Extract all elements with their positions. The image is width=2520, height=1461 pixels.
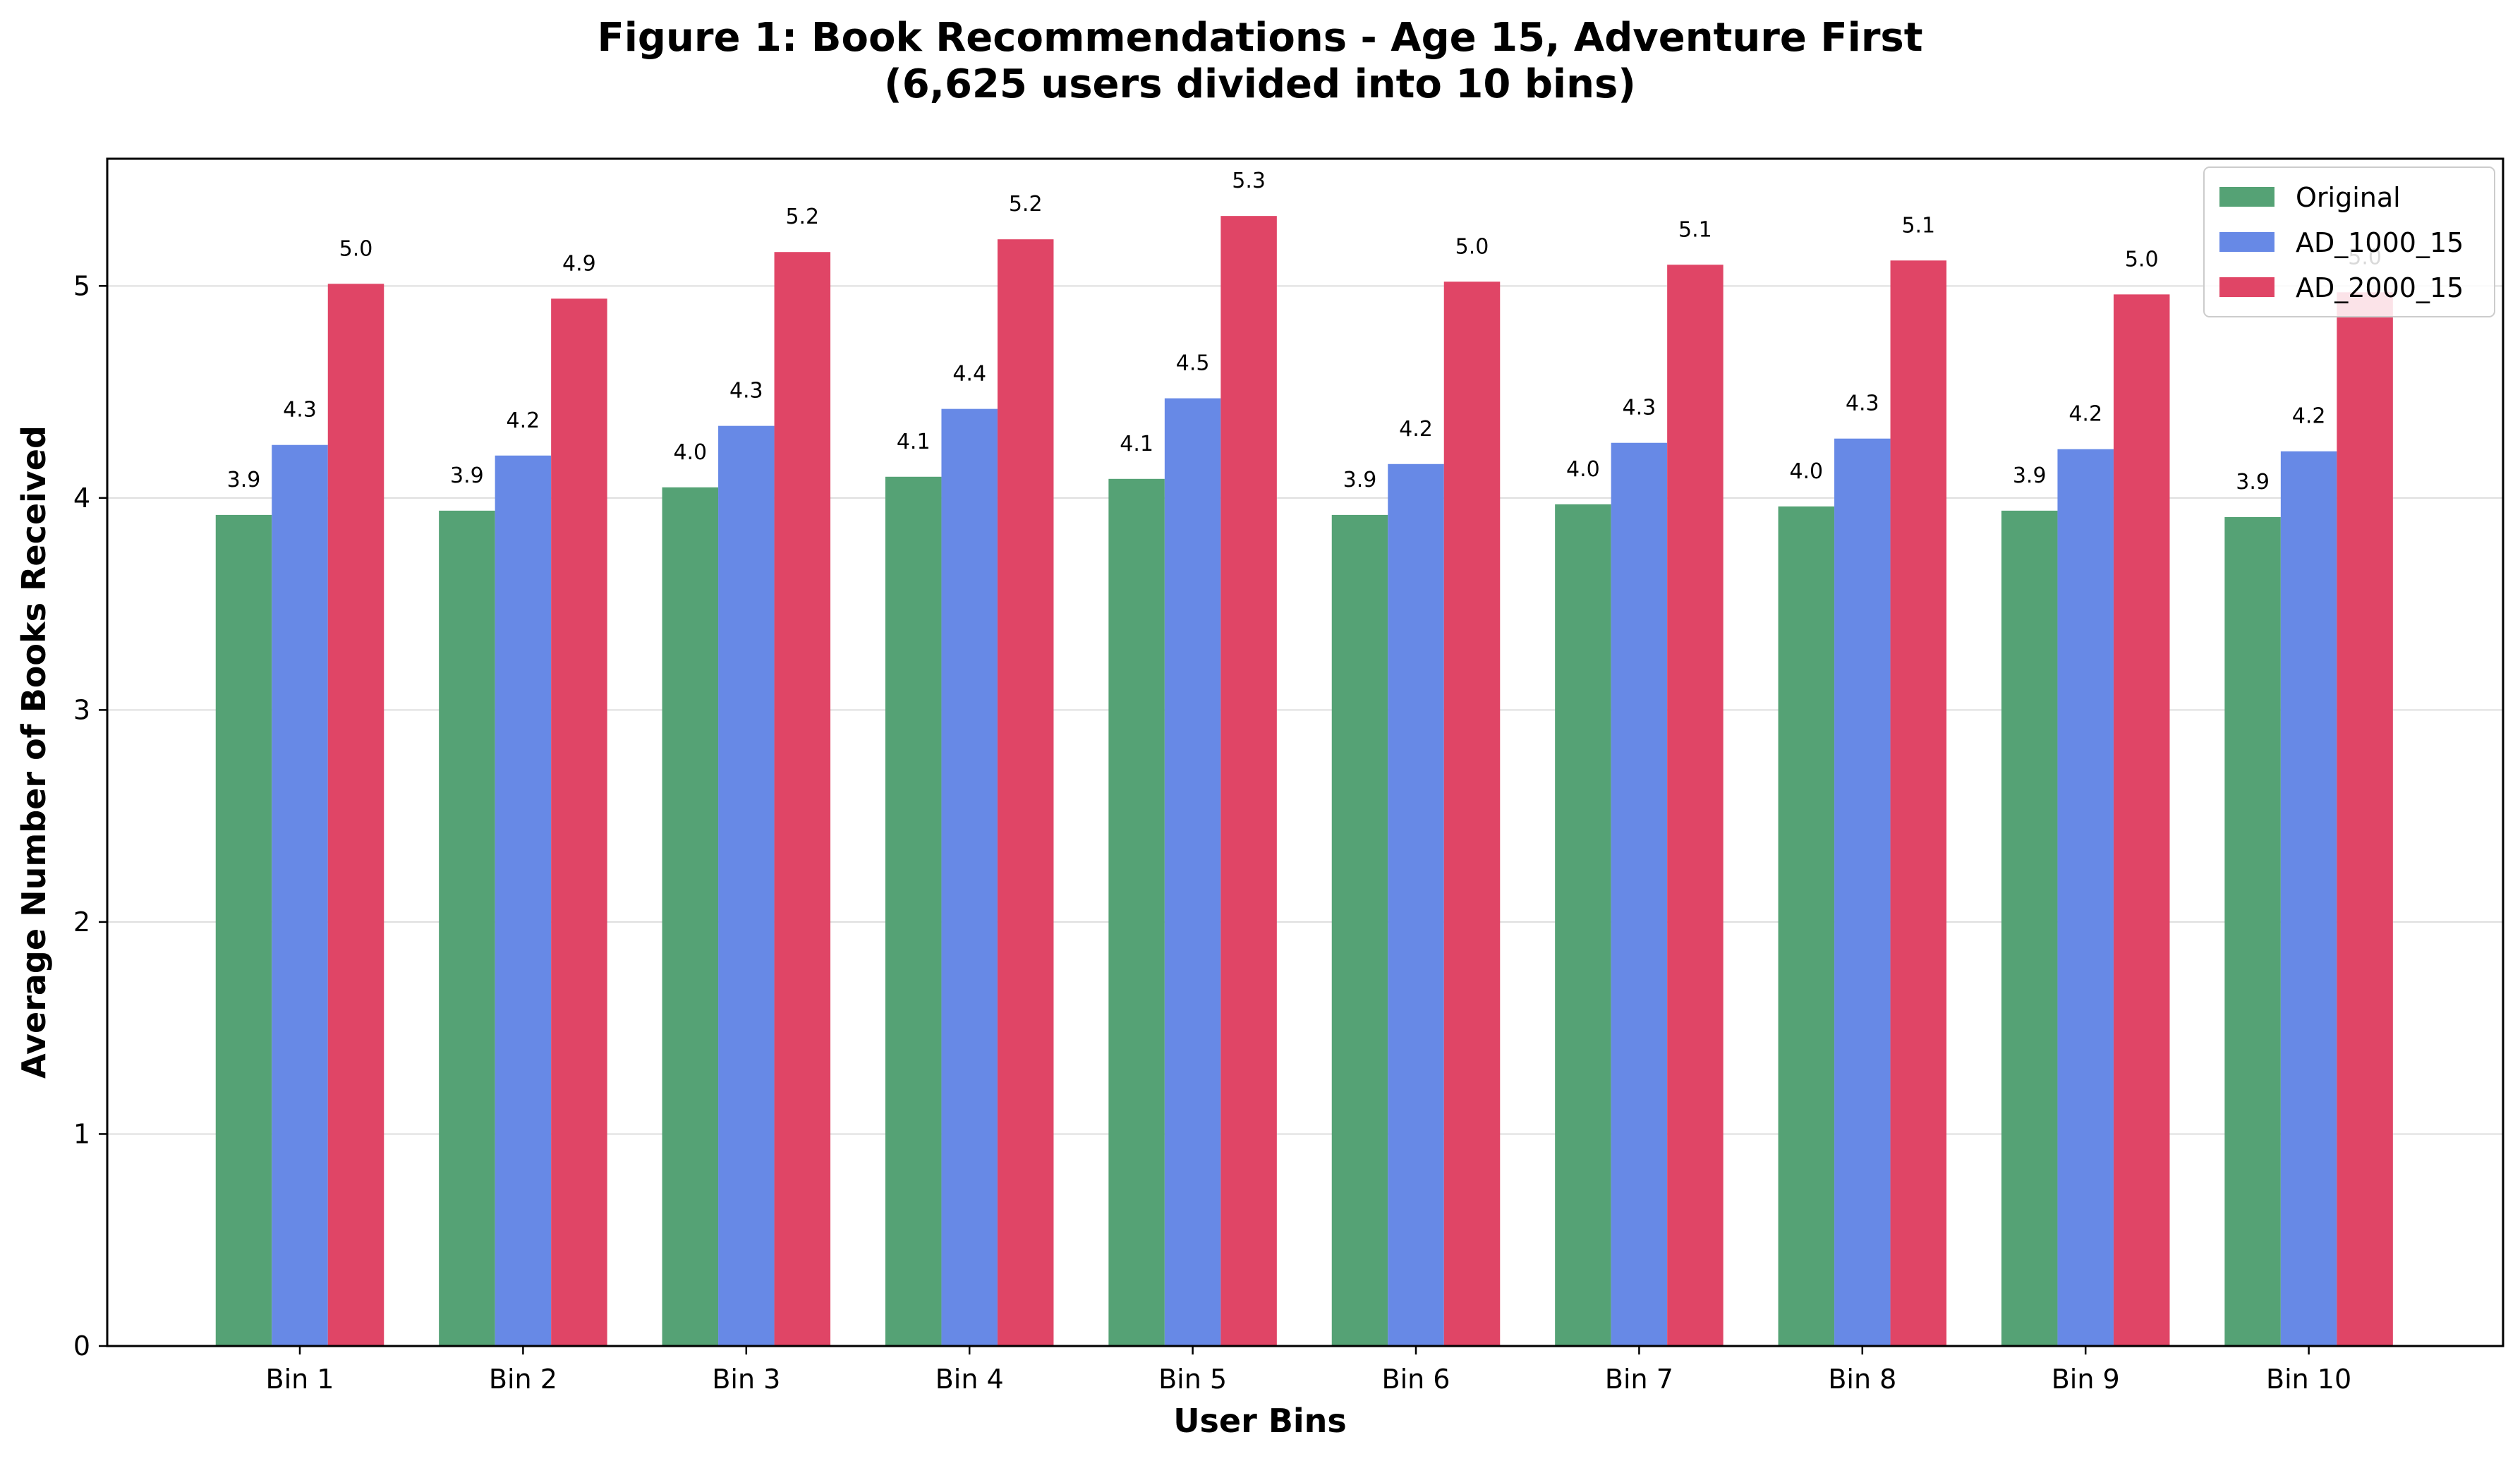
bar-original-bin-2 bbox=[439, 510, 495, 1346]
data-label: 4.0 bbox=[1566, 457, 1600, 482]
data-label: 3.9 bbox=[2013, 463, 2047, 488]
bar-ad-2000-15-bin-2 bbox=[551, 298, 607, 1347]
data-label: 4.3 bbox=[1623, 396, 1656, 420]
x-tick-label: Bin 2 bbox=[489, 1364, 557, 1395]
x-tick-label: Bin 9 bbox=[2052, 1364, 2120, 1395]
bar-original-bin-10 bbox=[2224, 516, 2281, 1347]
data-label: 5.2 bbox=[785, 205, 819, 229]
x-axis-ticks: Bin 1 Bin 2 Bin 3 Bin 4 Bin 5 Bin 6 Bin 7 Bin 8… bbox=[266, 1346, 2351, 1395]
bar-ad-1000-15-bin-9 bbox=[2057, 449, 2114, 1347]
bar-ad-2000-15-bin-9 bbox=[2113, 294, 2170, 1346]
y-axis-label: Average Number of Books Received bbox=[15, 425, 53, 1079]
bar-ad-2000-15-bin-5 bbox=[1220, 216, 1277, 1346]
x-tick-label: Bin 6 bbox=[1382, 1364, 1450, 1395]
x-tick-label: Bin 8 bbox=[1828, 1364, 1896, 1395]
data-label: 4.2 bbox=[507, 408, 540, 433]
data-label: 4.4 bbox=[952, 362, 986, 387]
y-tick-label: 5 bbox=[73, 270, 90, 301]
bar-ad-2000-15-bin-1 bbox=[327, 284, 384, 1347]
legend-label: AD_1000_15 bbox=[2296, 227, 2464, 258]
bar-ad-1000-15-bin-10 bbox=[2280, 451, 2337, 1346]
bar-original-bin-6 bbox=[1331, 514, 1388, 1346]
data-label: 4.2 bbox=[2292, 404, 2326, 429]
x-tick-label: Bin 10 bbox=[2266, 1364, 2351, 1395]
bar-original-bin-1 bbox=[215, 514, 272, 1346]
data-label: 4.0 bbox=[1789, 459, 1823, 484]
y-tick-label: 4 bbox=[73, 483, 90, 514]
data-label: 5.2 bbox=[1009, 192, 1043, 217]
y-tick-label: 1 bbox=[73, 1118, 90, 1149]
legend-swatch bbox=[2219, 232, 2274, 252]
bar-ad-2000-15-bin-4 bbox=[997, 239, 1054, 1346]
data-label: 4.9 bbox=[562, 251, 596, 276]
data-label: 5.0 bbox=[1455, 234, 1489, 259]
data-label: 4.1 bbox=[897, 430, 931, 454]
legend-label: Original bbox=[2296, 182, 2401, 213]
data-label: 5.1 bbox=[1901, 213, 1935, 238]
bar-original-bin-4 bbox=[885, 476, 942, 1346]
bars bbox=[215, 216, 2393, 1347]
x-tick-label: Bin 4 bbox=[935, 1364, 1004, 1395]
x-axis-label: User Bins bbox=[1173, 1402, 1347, 1440]
bar-ad-2000-15-bin-3 bbox=[774, 252, 831, 1346]
data-label: 3.9 bbox=[1343, 468, 1377, 492]
legend-swatch bbox=[2219, 187, 2274, 207]
x-tick-label: Bin 7 bbox=[1605, 1364, 1673, 1395]
legend-label: AD_2000_15 bbox=[2296, 272, 2464, 303]
data-label: 4.1 bbox=[1120, 432, 1153, 456]
data-label: 5.3 bbox=[1232, 169, 1266, 193]
legend-swatch bbox=[2219, 277, 2274, 297]
bar-ad-1000-15-bin-3 bbox=[718, 425, 775, 1346]
y-tick-label: 0 bbox=[73, 1330, 90, 1362]
x-tick-label: Bin 1 bbox=[266, 1364, 334, 1395]
bar-original-bin-5 bbox=[1108, 478, 1165, 1347]
data-label: 5.0 bbox=[339, 236, 373, 261]
x-tick-label: Bin 5 bbox=[1158, 1364, 1227, 1395]
x-tick-label: Bin 3 bbox=[712, 1364, 780, 1395]
data-label: 4.3 bbox=[729, 379, 763, 404]
data-label: 4.5 bbox=[1176, 351, 1210, 376]
bar-original-bin-9 bbox=[2001, 510, 2058, 1346]
data-label: 3.9 bbox=[450, 463, 484, 488]
legend-box bbox=[2203, 166, 2495, 317]
bar-ad-2000-15-bin-10 bbox=[2337, 292, 2393, 1346]
legend: Original AD_1000_15 AD_2000_15 bbox=[2203, 166, 2495, 317]
bar-original-bin-7 bbox=[1555, 504, 1611, 1346]
bar-ad-1000-15-bin-5 bbox=[1164, 398, 1221, 1346]
bar-original-bin-8 bbox=[1778, 506, 1835, 1346]
data-label: 4.2 bbox=[1399, 417, 1433, 442]
y-tick-label: 2 bbox=[73, 907, 90, 938]
data-label: 5.1 bbox=[1678, 217, 1712, 242]
data-label: 4.3 bbox=[283, 398, 317, 423]
bar-ad-1000-15-bin-1 bbox=[272, 444, 328, 1347]
bar-ad-2000-15-bin-6 bbox=[1443, 281, 1501, 1347]
bar-ad-1000-15-bin-4 bbox=[941, 408, 998, 1347]
bar-ad-1000-15-bin-6 bbox=[1388, 463, 1444, 1346]
data-label: 4.2 bbox=[2068, 402, 2102, 427]
bar-ad-2000-15-bin-8 bbox=[1890, 260, 1947, 1347]
bar-original-bin-3 bbox=[662, 487, 719, 1347]
data-label: 4.0 bbox=[673, 440, 707, 465]
chart-subtitle: (6,625 users divided into 10 bins) bbox=[884, 61, 1636, 107]
data-label: 5.0 bbox=[2125, 247, 2159, 272]
data-labels: 3.9 4.3 5.0 3.9 4.2 4.9 4.0 4.3 5.2 4.1 4.4 5.2 4.1 4… bbox=[227, 169, 2382, 495]
y-axis-ticks: 0 1 2 3 4 5 bbox=[73, 270, 107, 1362]
y-tick-label: 3 bbox=[73, 694, 90, 725]
bar-ad-1000-15-bin-7 bbox=[1611, 442, 1668, 1347]
chart-title: Figure 1: Book Recommendations - Age 15,… bbox=[597, 15, 1922, 61]
data-label: 3.9 bbox=[227, 468, 261, 492]
data-label: 3.9 bbox=[2236, 470, 2270, 495]
plot-frame bbox=[106, 157, 2504, 1347]
data-label: 4.3 bbox=[1846, 392, 1879, 416]
bar-ad-1000-15-bin-8 bbox=[1834, 438, 1891, 1346]
bar-ad-1000-15-bin-2 bbox=[495, 455, 552, 1346]
bar-ad-2000-15-bin-7 bbox=[1667, 265, 1724, 1347]
